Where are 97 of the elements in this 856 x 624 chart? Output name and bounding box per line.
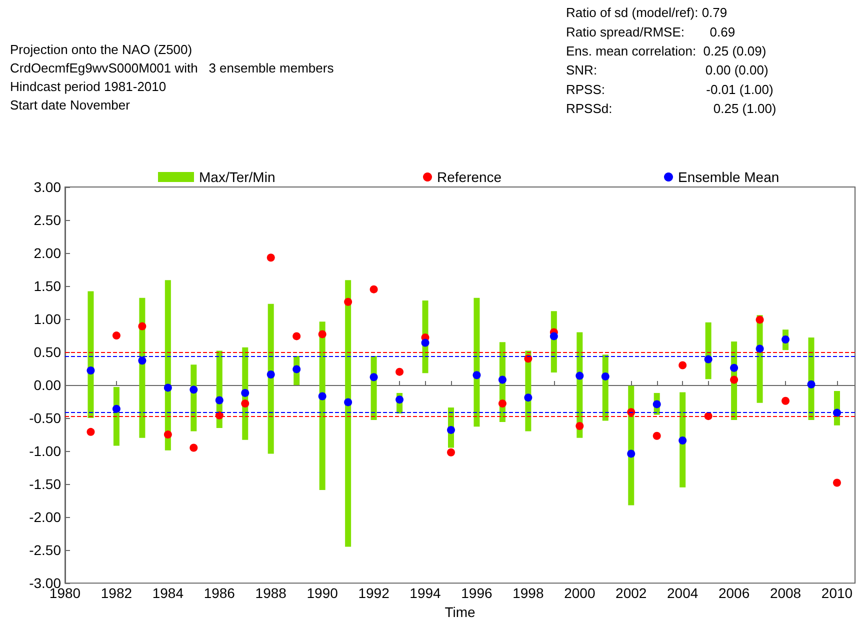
bar [680,392,686,488]
point [164,430,172,439]
y-tick-label: 2.00 [34,245,62,262]
bar [268,304,274,454]
point [86,366,95,375]
point [807,380,816,388]
x-tick-label: 2004 [667,585,698,602]
point [241,388,250,397]
x-tick-label: 2008 [770,585,802,602]
point [576,372,584,380]
y-tick-label: 0.50 [34,344,62,360]
legend-label: Max/Ter/Min [199,169,276,185]
point [396,396,404,404]
x-tick-label: 1990 [306,585,338,602]
point [215,396,224,404]
chart-title: Projection onto the NAO (Z500) [10,42,192,57]
point [190,444,198,452]
bar [164,280,171,450]
x-tick-label: 1996 [461,585,493,602]
point [524,394,532,402]
point [756,316,764,324]
legend-label: Reference [437,169,502,185]
x-tick-label: 1994 [410,585,442,602]
x-tick-label: 1998 [512,585,544,602]
text: Ratio of sd (model/ref): 0.79 [566,5,728,20]
x-tick-label: 1986 [204,585,236,602]
bar [345,280,352,547]
text: RPSSd: 0.25 (1.00) [566,101,776,116]
chart-subtitle: CrdOecmfEg9wvS000M001 with 3 ensemble members Hindcast period 1981-2010 Start date November [10,60,334,112]
point [678,361,687,370]
point [652,400,661,408]
x-tick-label: 1984 [152,585,184,602]
point [266,254,275,262]
point [164,384,172,392]
y-tick-label: 1.50 [34,278,62,294]
point [344,298,352,306]
x-tick-label: 2006 [718,585,750,602]
point [370,285,378,294]
point [627,450,636,458]
point [138,356,146,365]
point [782,396,790,405]
point [266,370,275,378]
point [576,422,584,430]
point [601,372,610,380]
x-tick-label: 1988 [255,585,287,602]
point [447,448,455,456]
y-tick-label: -2.00 [29,509,62,526]
y-tick-label: 3.00 [34,179,62,195]
x-tick-label: 2010 [821,585,853,602]
point [472,371,481,380]
point [396,368,404,376]
y-tick-label: -1.00 [29,443,62,460]
point [86,428,95,436]
y-tick-label: -2.50 [29,542,62,558]
point [524,354,532,363]
point [292,332,301,340]
point [190,386,198,394]
point [112,404,120,413]
x-tick-label: 1982 [100,585,132,602]
point [138,322,146,330]
point [344,398,352,406]
point [241,400,250,408]
point [627,408,636,416]
point [782,336,790,344]
x-tick-label: 2000 [564,585,596,602]
point [678,436,687,444]
y-tick-label: 1.00 [34,311,62,328]
bar [474,298,480,427]
point [318,392,326,400]
point [756,344,764,353]
point [112,332,120,340]
point [370,373,378,382]
point [292,365,301,374]
y-tick-label: -0.50 [29,410,62,426]
point [550,332,558,340]
point [421,338,430,347]
y-tick-label: 0.00 [34,377,62,394]
text: Ratio spread/RMSE: 0.69 [566,24,736,40]
point [447,426,455,434]
bar [88,291,94,418]
text: RPSS: -0.01 (1.00) [566,82,774,97]
point [832,478,841,487]
point [498,400,506,408]
text: SNR: 0.00 (0.00) [566,62,768,78]
x-axis-title: Time [444,604,476,620]
legend-label: Ensemble Mean [678,169,780,185]
point [730,376,738,384]
point [318,330,326,338]
text: Ens. mean correlation: 0.25 (0.09) [566,44,766,58]
point [652,432,661,440]
x-tick-label: 1992 [358,585,390,602]
point [730,364,738,372]
point [704,355,712,364]
x-tick-label: 2002 [616,585,647,602]
y-tick-label: 2.50 [34,212,62,228]
y-tick-label: -1.50 [29,476,62,492]
point [498,376,506,384]
